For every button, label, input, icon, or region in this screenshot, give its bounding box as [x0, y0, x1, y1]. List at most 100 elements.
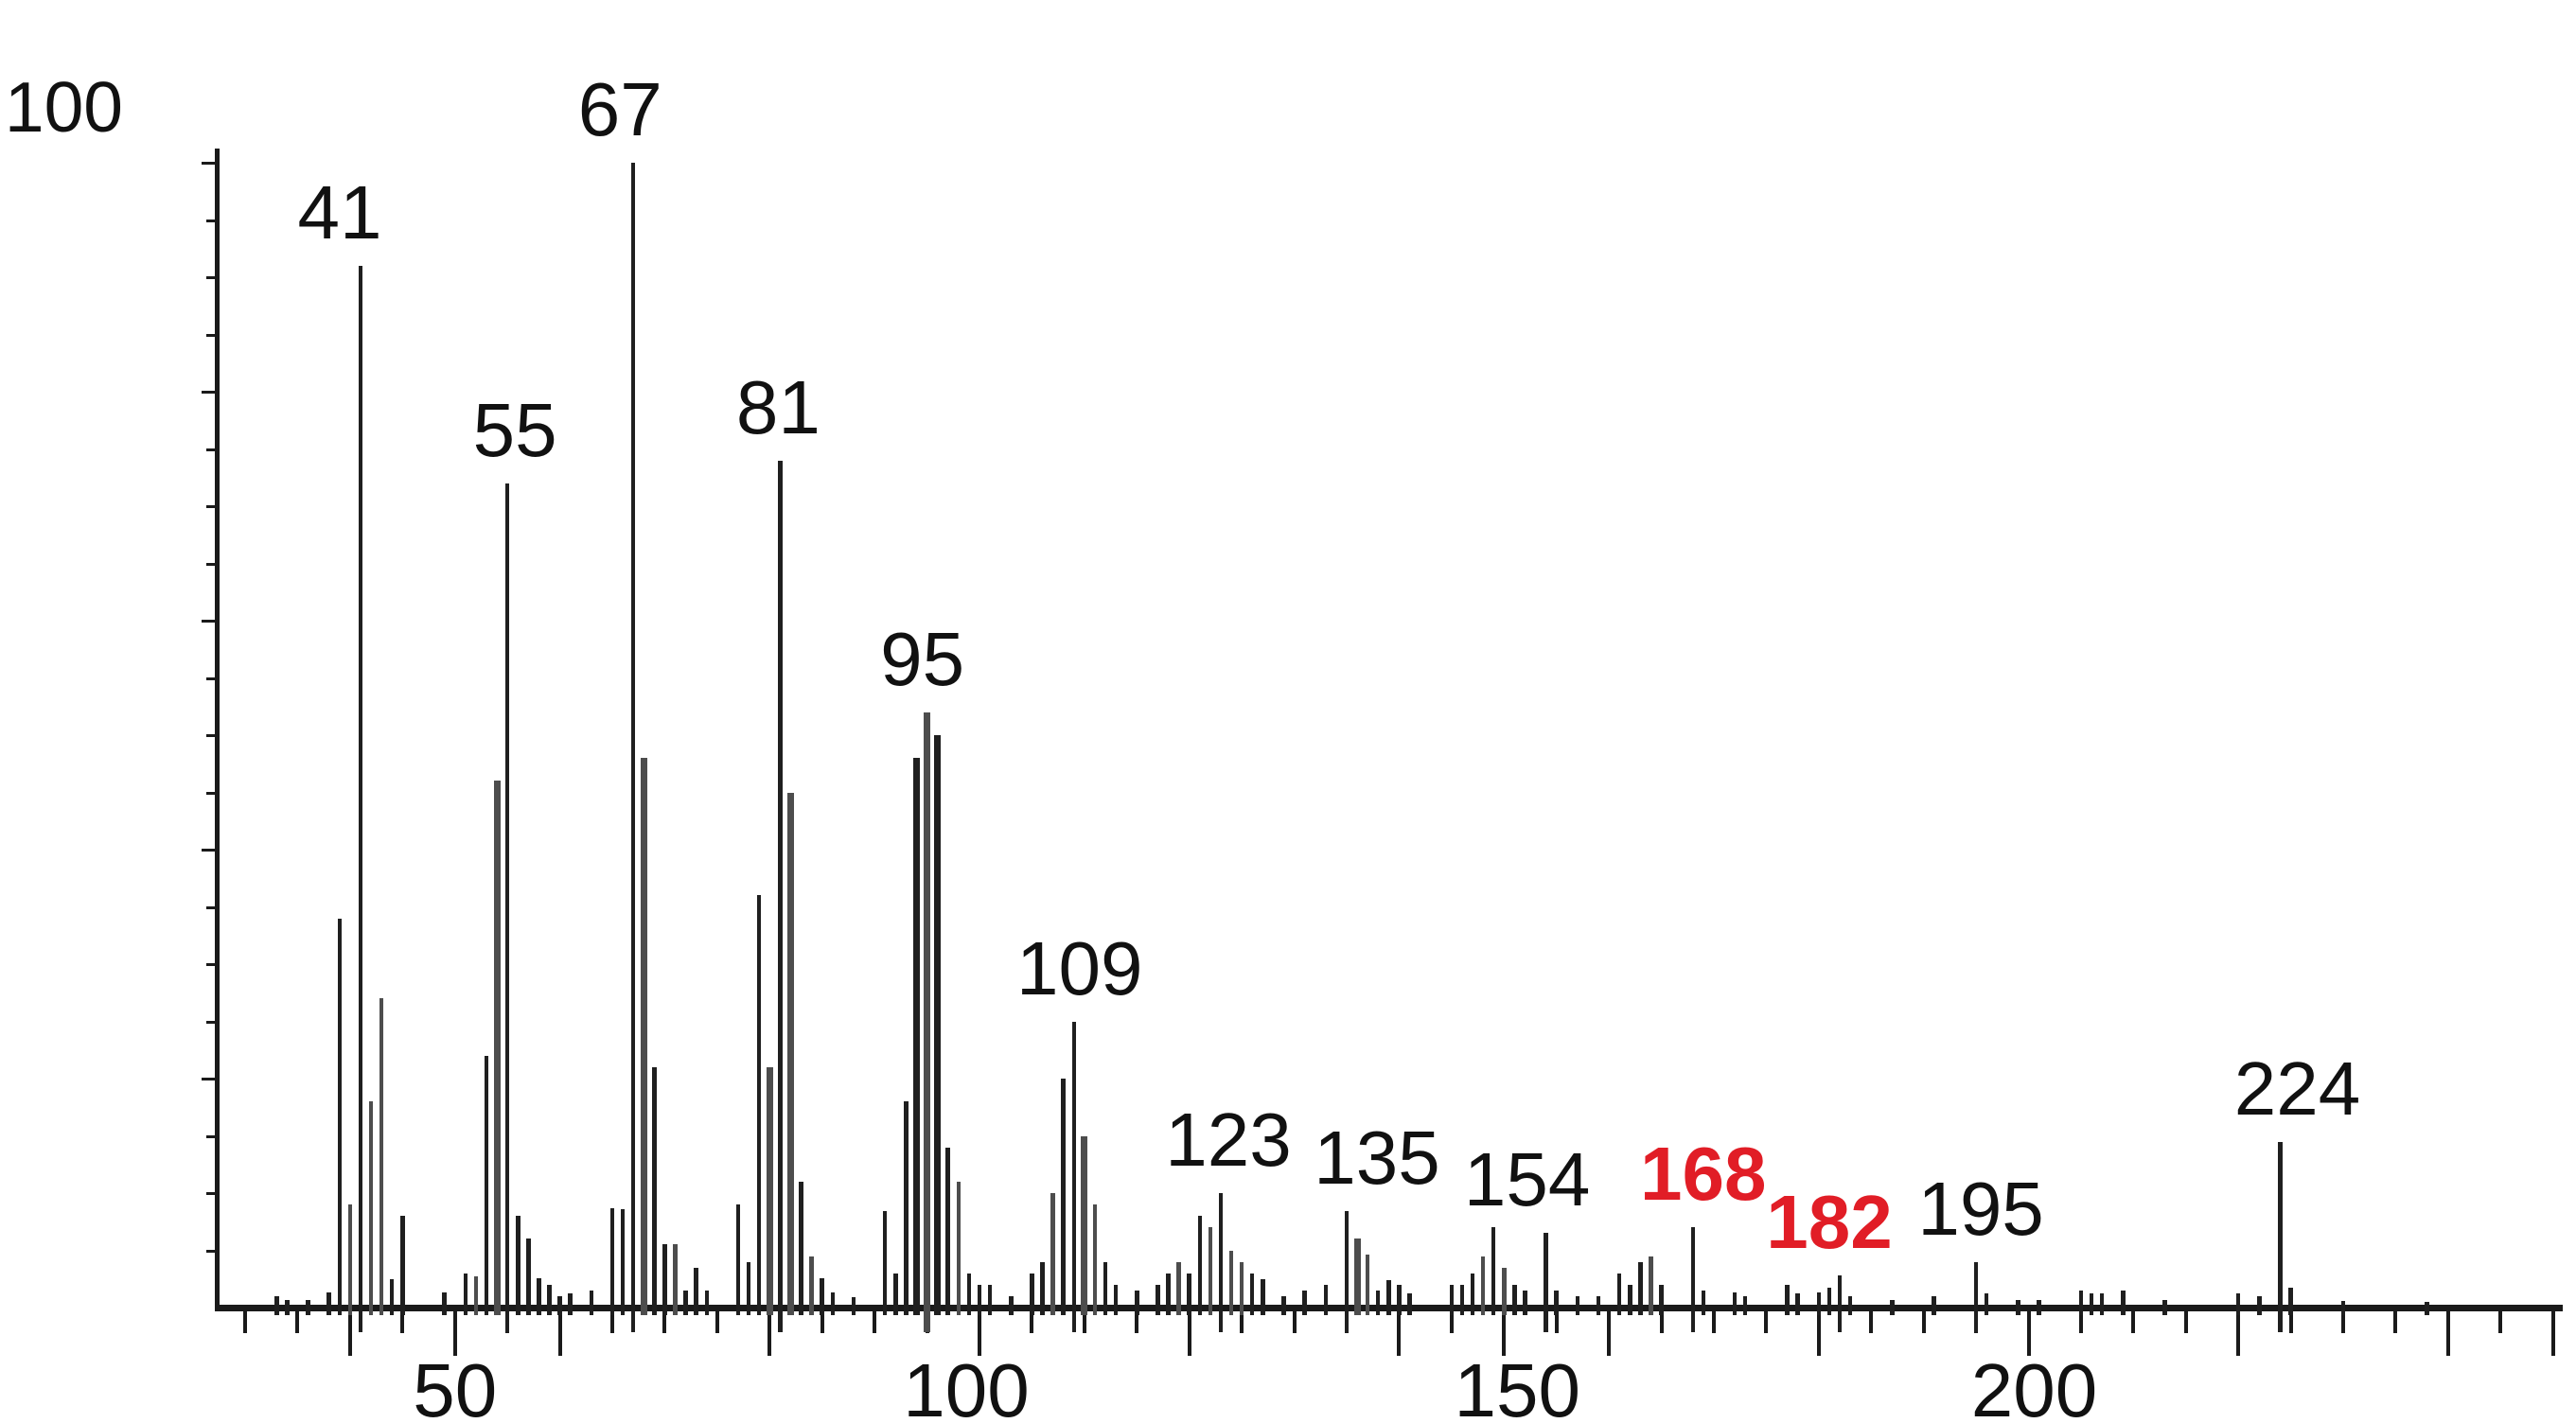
spectrum-bar — [2288, 1288, 2293, 1315]
spectrum-bar — [1113, 1284, 1119, 1315]
spectrum-bar — [2425, 1301, 2429, 1315]
y-axis-tick — [206, 448, 215, 451]
spectrum-bar — [568, 1293, 573, 1315]
spectrum-bar — [673, 1244, 678, 1315]
spectrum-bar — [2257, 1295, 2262, 1315]
x-axis-tick — [1449, 1308, 1454, 1333]
x-axis-tick — [2131, 1308, 2136, 1333]
spectrum-bar — [2340, 1300, 2346, 1315]
spectrum-bar — [2099, 1293, 2105, 1315]
spectrum-bar — [389, 1278, 395, 1315]
x-axis-tick-label: 100 — [903, 1348, 1030, 1423]
spectrum-bar — [1544, 1233, 1548, 1332]
y-axis-tick — [202, 391, 215, 394]
x-axis-tick — [1240, 1308, 1244, 1333]
peak-label-182: 182 — [1766, 1180, 1893, 1265]
x-axis-tick — [662, 1308, 667, 1333]
x-axis-tick — [2026, 1308, 2031, 1356]
spectrum-bar — [1397, 1284, 1402, 1315]
spectrum-bar — [368, 1101, 374, 1315]
spectrum-bar — [1197, 1216, 1203, 1315]
y-axis-tick — [202, 162, 215, 165]
spectrum-bar — [1575, 1295, 1580, 1315]
spectrum-bar — [2278, 1141, 2283, 1332]
spectrum-bar — [652, 1066, 657, 1315]
spectrum-bar — [1176, 1261, 1181, 1315]
spectrum-bar — [1353, 1239, 1361, 1315]
spectrum-bar — [484, 1055, 489, 1315]
spectrum-bar — [2089, 1293, 2094, 1315]
spectrum-bar — [557, 1295, 562, 1315]
spectrum-bar — [1638, 1261, 1643, 1315]
spectrum-bar — [1407, 1293, 1412, 1315]
spectrum-bar — [493, 781, 501, 1315]
spectrum-bar — [1081, 1135, 1088, 1315]
spectrum-bar — [1701, 1290, 1706, 1315]
x-axis-tick — [557, 1308, 562, 1356]
spectrum-bar — [2121, 1290, 2126, 1315]
spectrum-bar — [1512, 1284, 1517, 1315]
y-axis-tick — [206, 1134, 215, 1138]
spectrum-bar — [756, 895, 762, 1315]
x-axis-tick — [452, 1308, 457, 1356]
spectrum-bar — [1837, 1275, 1843, 1332]
spectrum-bar — [945, 1147, 950, 1315]
spectrum-bar — [1009, 1295, 1014, 1315]
spectrum-bar — [2016, 1299, 2020, 1315]
spectrum-bar — [2162, 1299, 2167, 1315]
spectrum-bar — [1491, 1227, 1496, 1315]
y-axis-tick — [206, 276, 215, 279]
spectrum-bar — [904, 1101, 909, 1315]
y-axis-tick — [202, 1078, 215, 1080]
spectrum-bar — [1449, 1284, 1455, 1315]
x-axis-tick — [610, 1308, 615, 1333]
spectrum-bar — [358, 265, 363, 1332]
x-axis-tick — [1816, 1308, 1821, 1356]
spectrum-bar — [1071, 1021, 1076, 1332]
spectrum-bar — [2037, 1299, 2041, 1315]
x-axis-tick — [2445, 1308, 2450, 1356]
spectrum-bar — [1690, 1227, 1696, 1332]
spectrum-bar — [1459, 1284, 1465, 1315]
x-axis-tick — [347, 1308, 352, 1356]
peak-label-95: 95 — [880, 616, 965, 701]
x-axis-tick — [2550, 1308, 2555, 1356]
spectrum-bar — [1061, 1079, 1066, 1315]
spectrum-bar — [473, 1276, 479, 1315]
y-axis-tick — [206, 963, 215, 966]
spectrum-bar — [1281, 1295, 1286, 1315]
spectrum-bar — [1050, 1193, 1055, 1315]
x-axis-tick — [295, 1308, 300, 1333]
spectrum-bar — [1365, 1255, 1370, 1315]
spectrum-bar — [504, 483, 510, 1332]
spectrum-bar — [1344, 1211, 1350, 1332]
peak-label-67: 67 — [577, 67, 662, 151]
spectrum-bar — [589, 1290, 594, 1315]
y-axis-tick — [206, 1192, 215, 1195]
peak-label-41: 41 — [297, 169, 382, 255]
spectrum-bar — [379, 998, 384, 1315]
spectrum-bar — [274, 1295, 279, 1315]
spectrum-bar — [1523, 1290, 1527, 1315]
spectrum-bar — [1375, 1290, 1381, 1315]
x-axis-tick — [820, 1308, 824, 1333]
spectrum-bar — [735, 1204, 741, 1315]
x-axis-tick — [2183, 1308, 2188, 1333]
spectrum-bar — [1616, 1273, 1622, 1315]
spectrum-bar — [977, 1284, 982, 1315]
x-axis-tick — [400, 1308, 405, 1333]
x-axis-tick — [2078, 1308, 2083, 1333]
spectrum-bar — [766, 1066, 773, 1315]
spectrum-bar — [799, 1181, 803, 1315]
spectrum-bar — [893, 1273, 898, 1315]
spectrum-bar — [987, 1284, 993, 1315]
x-axis-tick — [978, 1308, 981, 1356]
y-axis-tick — [206, 905, 215, 909]
spectrum-bar — [820, 1277, 824, 1315]
spectrum-bar — [1826, 1288, 1832, 1315]
spectrum-bar — [1659, 1284, 1664, 1315]
spectrum-bar — [924, 712, 931, 1332]
y-axis-tick — [206, 333, 215, 337]
x-axis-tick — [1030, 1308, 1034, 1333]
spectrum-bar — [1785, 1284, 1790, 1315]
